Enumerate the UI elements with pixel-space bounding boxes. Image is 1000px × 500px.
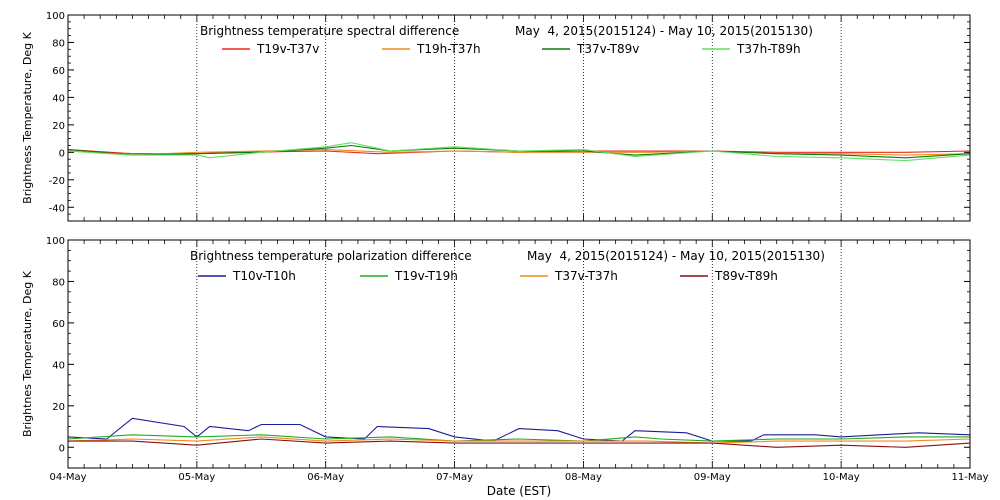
y-tick-label: 20	[52, 121, 65, 132]
series-line-t19v-t19h	[67, 434, 970, 442]
legend-label: T10v-T10h	[232, 269, 296, 283]
x-tick-label: 04-May	[49, 472, 86, 483]
series-line-t10v-t10h	[67, 417, 971, 442]
series-line-t19h-t37h	[67, 149, 971, 156]
x-tick-label: 05-May	[178, 472, 215, 483]
y-tick-label: 100	[46, 236, 65, 247]
legend-label: T19v-T19h	[394, 269, 458, 283]
y-tick-label: 100	[46, 11, 65, 22]
series-line-t89v-t89h	[68, 438, 971, 448]
date-range-label: May 4, 2015(2015124) - May 10, 2015(2015…	[527, 249, 825, 263]
y-tick-label: 0	[59, 443, 65, 454]
y-tick-label: -20	[49, 176, 65, 187]
x-tick-label: 11-May	[951, 472, 988, 483]
y-tick-label: 40	[52, 360, 65, 371]
plot-frame	[67, 239, 971, 469]
spectral-difference-panel: 100 80 60 40 20 0 -20 -40 T19v-T37v T19h-T37h T37v…	[21, 11, 971, 222]
series-line-t37v-t89v	[67, 144, 971, 159]
chart-title: Brightness temperature polarization diff…	[190, 249, 472, 263]
y-tick-label: -40	[49, 203, 65, 214]
y-tick-label: 80	[52, 277, 65, 288]
series-line-t37v-t37h	[67, 436, 971, 444]
x-tick-label: 10-May	[823, 472, 860, 483]
y-tick-label: 20	[52, 402, 65, 413]
legend-label: T19h-T37h	[416, 42, 481, 56]
x-tick-label: 09-May	[694, 472, 731, 483]
x-tick-label: 07-May	[436, 472, 473, 483]
y-tick-label: 80	[52, 38, 65, 49]
x-tick-label: 08-May	[565, 472, 602, 483]
polarization-difference-panel: 100 80 60 40 20 0 T10v-T10h T19v-T19h T37v-T37h T…	[21, 236, 989, 483]
y-tick-label: 40	[52, 93, 65, 104]
series-line-t37h-t89h	[67, 142, 971, 162]
legend-label: T19v-T37v	[256, 42, 319, 56]
y-axis-title: Brightness Temperature, Deg K	[21, 31, 34, 203]
y-tick-label: 60	[52, 66, 65, 77]
date-range-label: May 4, 2015(2015124) - May 10, 2015(2015…	[515, 24, 813, 38]
legend-label: T37v-T37h	[554, 269, 618, 283]
legend-label: T37v-T89v	[576, 42, 639, 56]
x-axis-title: Date (EST)	[487, 484, 551, 498]
y-tick-label: 0	[59, 148, 65, 159]
y-axis-title: Brightnes Temperature, Deg K	[21, 270, 34, 437]
plot-frame	[67, 14, 971, 222]
y-tick-label: 60	[52, 319, 65, 330]
legend-label: T89v-T89h	[714, 269, 778, 283]
legend-label: T37h-T89h	[736, 42, 801, 56]
x-tick-label: 06-May	[307, 472, 344, 483]
chart-title: Brightness temperature spectral differen…	[200, 24, 459, 38]
